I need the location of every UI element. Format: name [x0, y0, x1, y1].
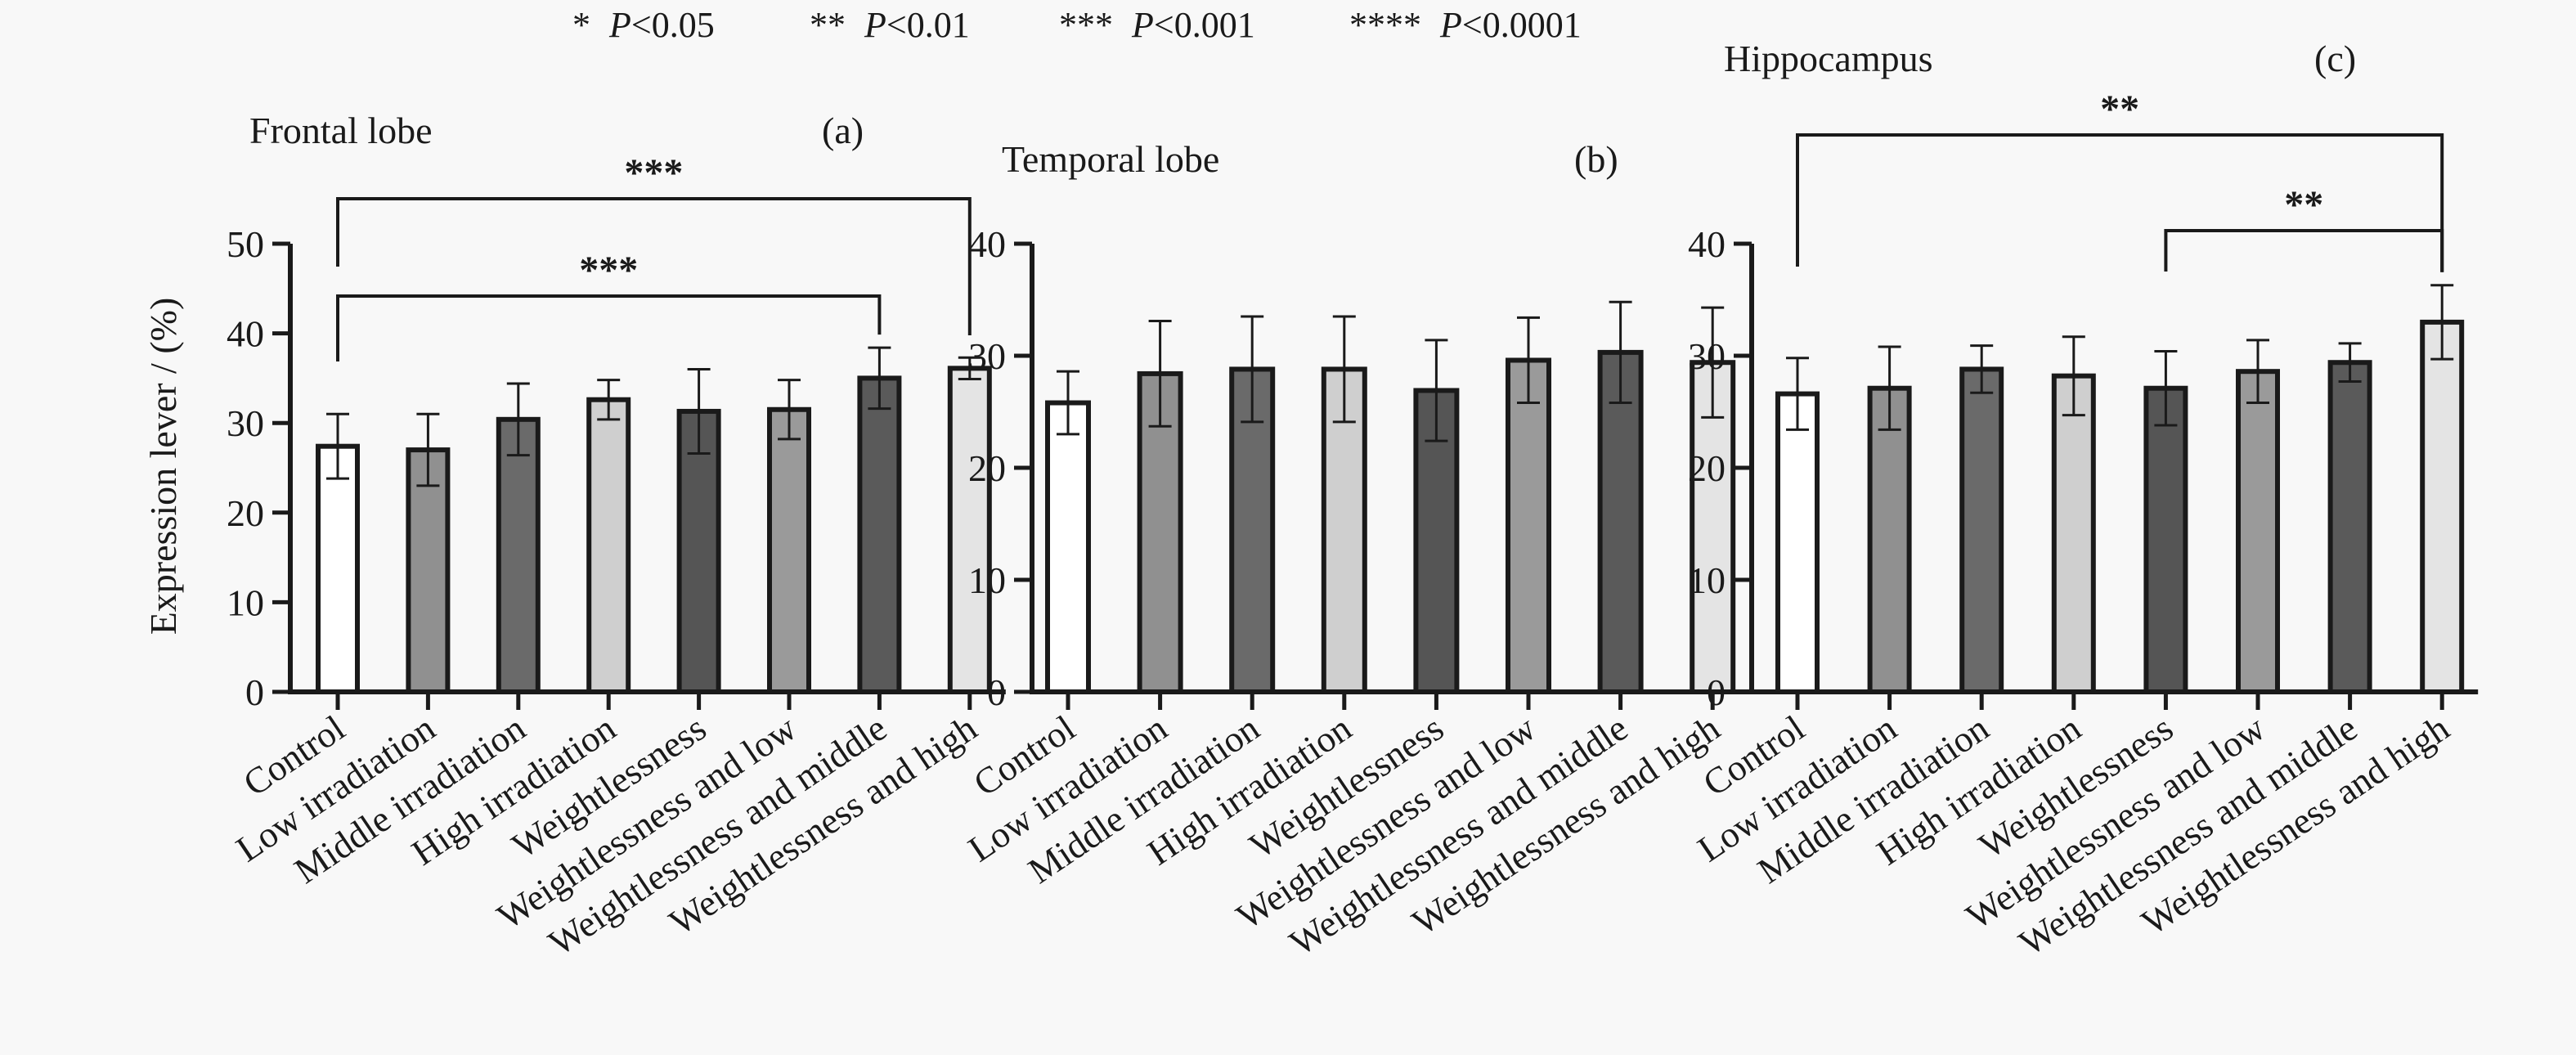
bar: [2420, 319, 2465, 694]
panel-title: Hippocampus: [1724, 38, 1933, 79]
bar: [316, 443, 360, 694]
bar: [1959, 366, 2004, 694]
legend-item-2: ** P<0.01: [810, 5, 970, 45]
y-tick-label: 40: [968, 223, 1006, 265]
legend-p: P: [1439, 5, 1462, 45]
y-tick-label: 10: [1688, 559, 1726, 601]
panel-label: (b): [1574, 138, 1618, 180]
y-tick-label: 50: [227, 223, 264, 265]
bar: [857, 375, 902, 694]
legend-item-4: **** P<0.0001: [1349, 5, 1582, 45]
panel-label: (c): [2314, 38, 2356, 79]
legend-stars: ***: [1059, 5, 1113, 45]
legend-p: P: [1131, 5, 1154, 45]
y-tick-label: 40: [1688, 223, 1726, 265]
bar: [2327, 360, 2372, 694]
significance-legend: * P<0.05 ** P<0.01 *** P<0.001 **** P<0.…: [572, 5, 1582, 45]
bar: [2236, 369, 2280, 694]
legend-threshold: <0.0001: [1462, 5, 1582, 45]
legend-stars: **: [810, 5, 846, 45]
bar: [586, 397, 631, 694]
y-tick-label: 0: [1707, 671, 1726, 713]
bar: [1775, 391, 1820, 694]
bar: [2143, 385, 2188, 694]
bar: [496, 416, 541, 694]
significance-stars: **: [2284, 183, 2323, 227]
bar: [1045, 400, 1091, 694]
bar: [406, 447, 451, 695]
bar: [2051, 373, 2096, 694]
significance-bracket: [2164, 229, 2444, 272]
legend-threshold: <0.01: [886, 5, 970, 45]
significance-stars: **: [2100, 88, 2139, 131]
y-tick-label: 30: [1688, 335, 1726, 377]
bar: [767, 406, 811, 694]
significance-stars: ***: [579, 249, 638, 292]
panel-title: Temporal lobe: [1002, 138, 1219, 180]
legend-threshold: <0.001: [1154, 5, 1255, 45]
legend-p: P: [608, 5, 631, 45]
y-tick-label: 0: [245, 671, 264, 713]
panel-title: Frontal lobe: [249, 110, 433, 151]
legend-item-1: * P<0.05: [572, 5, 715, 45]
legend-item-3: *** P<0.001: [1059, 5, 1255, 45]
bar: [947, 366, 992, 694]
panel-label: (a): [822, 110, 864, 151]
y-tick-label: 30: [227, 402, 264, 444]
y-tick-label: 40: [227, 313, 264, 355]
y-tick-label: 10: [227, 581, 264, 623]
y-tick-label: 20: [968, 447, 1006, 489]
y-tick-label: 30: [968, 335, 1006, 377]
y-tick-label: 10: [968, 559, 1006, 601]
significance-bracket: [336, 197, 972, 335]
significance-bracket: [336, 294, 882, 361]
legend-stars: *: [572, 5, 590, 45]
y-axis-label: Expression lever / (%): [142, 298, 184, 635]
y-tick-label: 20: [1688, 447, 1726, 489]
legend-p: P: [864, 5, 886, 45]
bar: [1867, 385, 1912, 694]
significance-bracket: [1796, 133, 2444, 272]
significance-stars: ***: [624, 151, 683, 195]
y-tick-label: 20: [227, 492, 264, 534]
bar: [1506, 357, 1551, 694]
y-tick-label: 0: [987, 671, 1006, 713]
legend-stars: ****: [1349, 5, 1421, 45]
legend-threshold: <0.05: [631, 5, 715, 45]
